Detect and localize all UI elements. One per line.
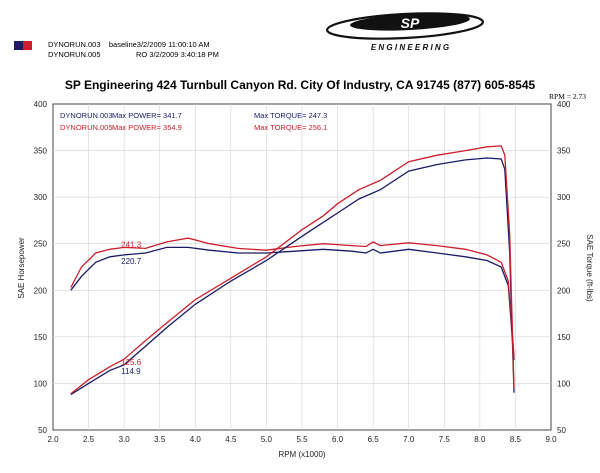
y-axis-label-right: SAE Torque (ft-lbs) [585, 234, 594, 302]
y-tick-label-left: 250 [34, 240, 48, 249]
x-tick-label: 3.0 [119, 435, 131, 444]
legend-run-003: DYNORUN.003 [60, 111, 113, 120]
run-003-file: DYNORUN.003 [48, 40, 101, 49]
run-legend: DYNORUN.003 baseline3/2/2009 11:00:10 AM… [14, 40, 219, 60]
x-tick-label: 8.5 [510, 435, 522, 444]
value-annotation: 114.9 [121, 367, 141, 376]
series-line-power_003 [70, 157, 515, 396]
x-tick-label: 6.5 [368, 435, 380, 444]
legend-run-005: DYNORUN.005 [60, 123, 113, 132]
rpm-readout: RPM = 2.73 [549, 92, 586, 101]
run-legend-row-003: DYNORUN.003 baseline3/2/2009 11:00:10 AM [14, 40, 219, 50]
y-tick-label-right: 50 [557, 426, 566, 435]
logo-letters: SP [401, 15, 420, 31]
x-tick-label: 3.5 [154, 435, 166, 444]
y-axis-label-left: SAE Horsepower [17, 237, 26, 299]
y-tick-label-right: 350 [557, 147, 571, 156]
y-tick-label-left: 200 [34, 286, 48, 295]
run-003-swatch [14, 41, 23, 50]
x-tick-label: 5.5 [296, 435, 308, 444]
value-annotation: 220.7 [121, 257, 142, 266]
legend-torque-005: Max TORQUE= 256.1 [254, 123, 327, 132]
x-tick-label: 7.5 [439, 435, 451, 444]
y-tick-label-left: 50 [38, 426, 47, 435]
y-tick-label-right: 150 [557, 333, 571, 342]
series-lines [70, 145, 515, 396]
x-axis-label: RPM (x1000) [278, 450, 325, 459]
y-tick-label-left: 150 [34, 333, 48, 342]
sp-engineering-logo: SP E N G I N E E R I N G [310, 8, 510, 58]
y-tick-label-left: 400 [34, 100, 48, 109]
tick-labels: 2.0 2.5 3.0 3.5 4.0 4.5 5.0 5.5 6.0 6.5 7.0 7.5 8.0 8… [34, 100, 571, 444]
legend-power-003: Max POWER= 341.7 [112, 111, 182, 120]
y-tick-label-right: 300 [557, 193, 571, 202]
x-tick-label: 2.5 [83, 435, 95, 444]
y-tick-label-left: 350 [34, 147, 48, 156]
logo-subtitle: E N G I N E E R I N G [371, 43, 449, 52]
x-tick-label: 9.0 [545, 435, 557, 444]
series-line-torque_005 [70, 237, 515, 356]
run-003-swatch-alt [23, 41, 32, 50]
y-tick-label-right: 200 [557, 286, 571, 295]
y-tick-label-right: 250 [557, 240, 571, 249]
x-tick-label: 4.5 [225, 435, 237, 444]
run-005-file: DYNORUN.005 [48, 50, 101, 59]
legend-power-005: Max POWER= 354.9 [112, 123, 182, 132]
legend-torque-003: Max TORQUE= 247.3 [254, 111, 327, 120]
run-legend-row-005: DYNORUN.005 RO 3/2/2009 3:40:18 PM [14, 50, 219, 60]
x-tick-label: 6.0 [332, 435, 344, 444]
x-tick-label: 4.0 [190, 435, 202, 444]
x-tick-label: 2.0 [47, 435, 59, 444]
series-line-power_005 [70, 145, 515, 395]
y-tick-label-left: 300 [34, 193, 48, 202]
y-tick-label-right: 400 [557, 100, 571, 109]
chart-title: SP Engineering 424 Turnbull Canyon Rd. C… [64, 78, 536, 92]
x-tick-label: 8.0 [474, 435, 486, 444]
value-annotation: 241.3 [121, 240, 142, 249]
series-line-torque_003 [70, 246, 515, 361]
run-003-note: baseline3/2/2009 11:00:10 AM [108, 40, 210, 49]
y-tick-label-left: 100 [34, 379, 48, 388]
x-tick-label: 7.0 [403, 435, 415, 444]
value-annotation: 125.6 [121, 358, 142, 367]
max-values-legend: DYNORUN.003 Max POWER= 341.7 Max TORQUE=… [60, 111, 327, 132]
x-tick-label: 5.0 [261, 435, 273, 444]
y-tick-label-right: 100 [557, 379, 571, 388]
run-005-note: RO 3/2/2009 3:40:18 PM [135, 50, 219, 59]
